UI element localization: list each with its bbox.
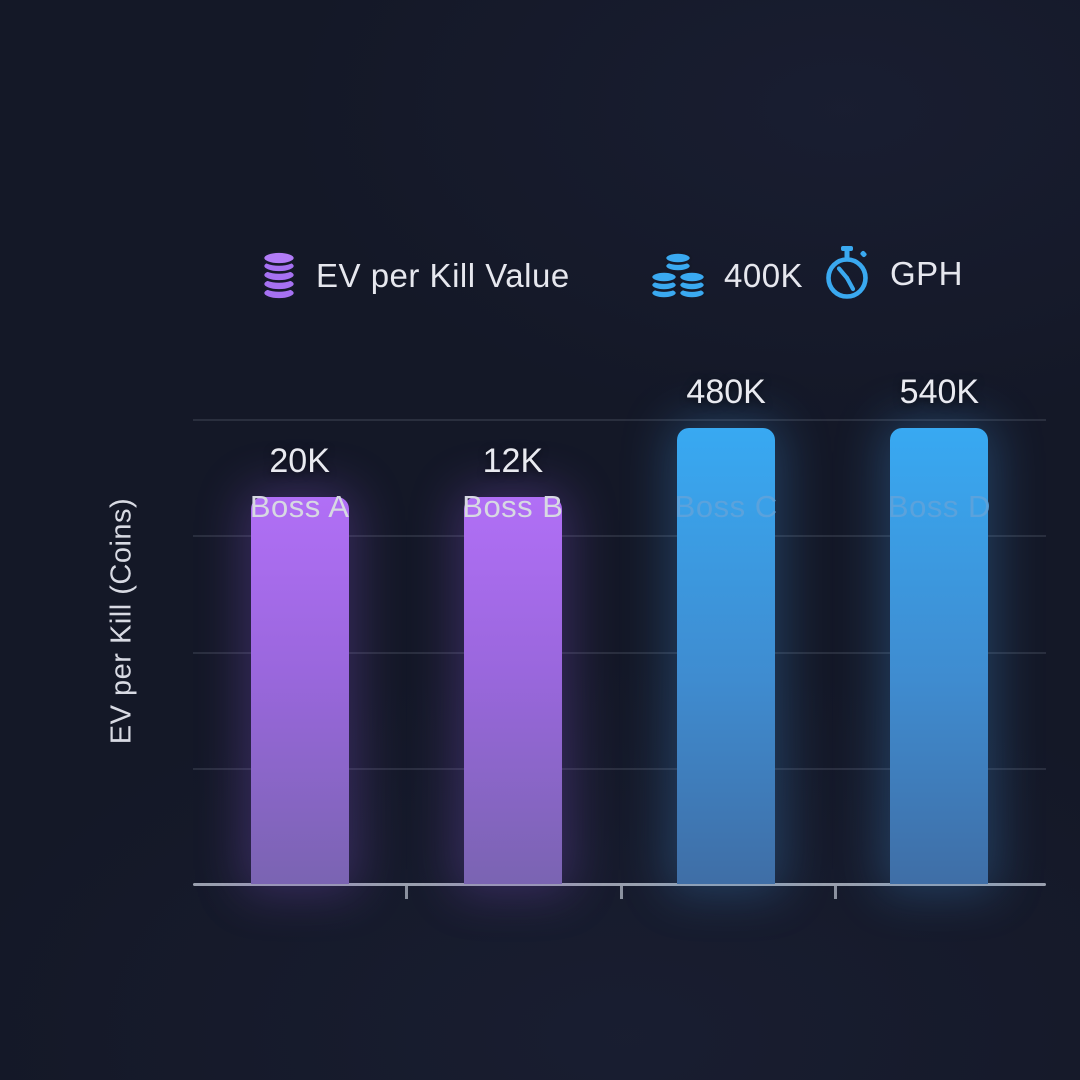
x-axis-label-boss-a: Boss A <box>249 489 350 524</box>
x-axis-line <box>193 883 1046 886</box>
bar-boss-d <box>890 428 989 884</box>
bar-chart-plot-area: 20K 12K 480K 540K <box>193 373 1046 899</box>
bar-value-label-boss-b: 12K <box>482 442 544 480</box>
x-axis-tick <box>833 886 837 899</box>
gridline <box>193 535 1046 538</box>
x-axis-label-boss-d: Boss D <box>887 489 991 524</box>
bar-value-label-boss-d: 540K <box>899 373 980 411</box>
gridline <box>193 419 1046 421</box>
x-axis-label-boss-c: Boss C <box>674 489 778 524</box>
y-axis-label: EV per Kill (Coins) <box>105 497 138 745</box>
bar-value-label-boss-a: 20K <box>269 442 330 480</box>
x-axis-tick <box>619 886 623 899</box>
gridline <box>193 767 1046 770</box>
legend-label-ev-per-kill: EV per Kill Value <box>316 257 570 294</box>
coins-pile-icon <box>650 251 706 301</box>
legend-item-gph: GPH <box>822 243 963 305</box>
legend-item-400k: 400K <box>650 245 803 307</box>
bar-boss-a <box>250 497 349 884</box>
bar-boss-c <box>677 428 776 884</box>
bar-value-label-boss-c: 480K <box>686 373 766 411</box>
gridline <box>193 651 1046 654</box>
legend-label-gph: GPH <box>890 255 964 292</box>
legend-item-ev-per-kill: EV per Kill Value <box>260 245 570 307</box>
x-axis-label-boss-b: Boss B <box>462 489 564 524</box>
stopwatch-icon <box>822 245 872 303</box>
bar-boss-b <box>463 497 562 884</box>
coin-stack-icon <box>260 251 298 301</box>
legend-label-400k: 400K <box>724 257 804 294</box>
x-axis-tick <box>405 886 409 899</box>
